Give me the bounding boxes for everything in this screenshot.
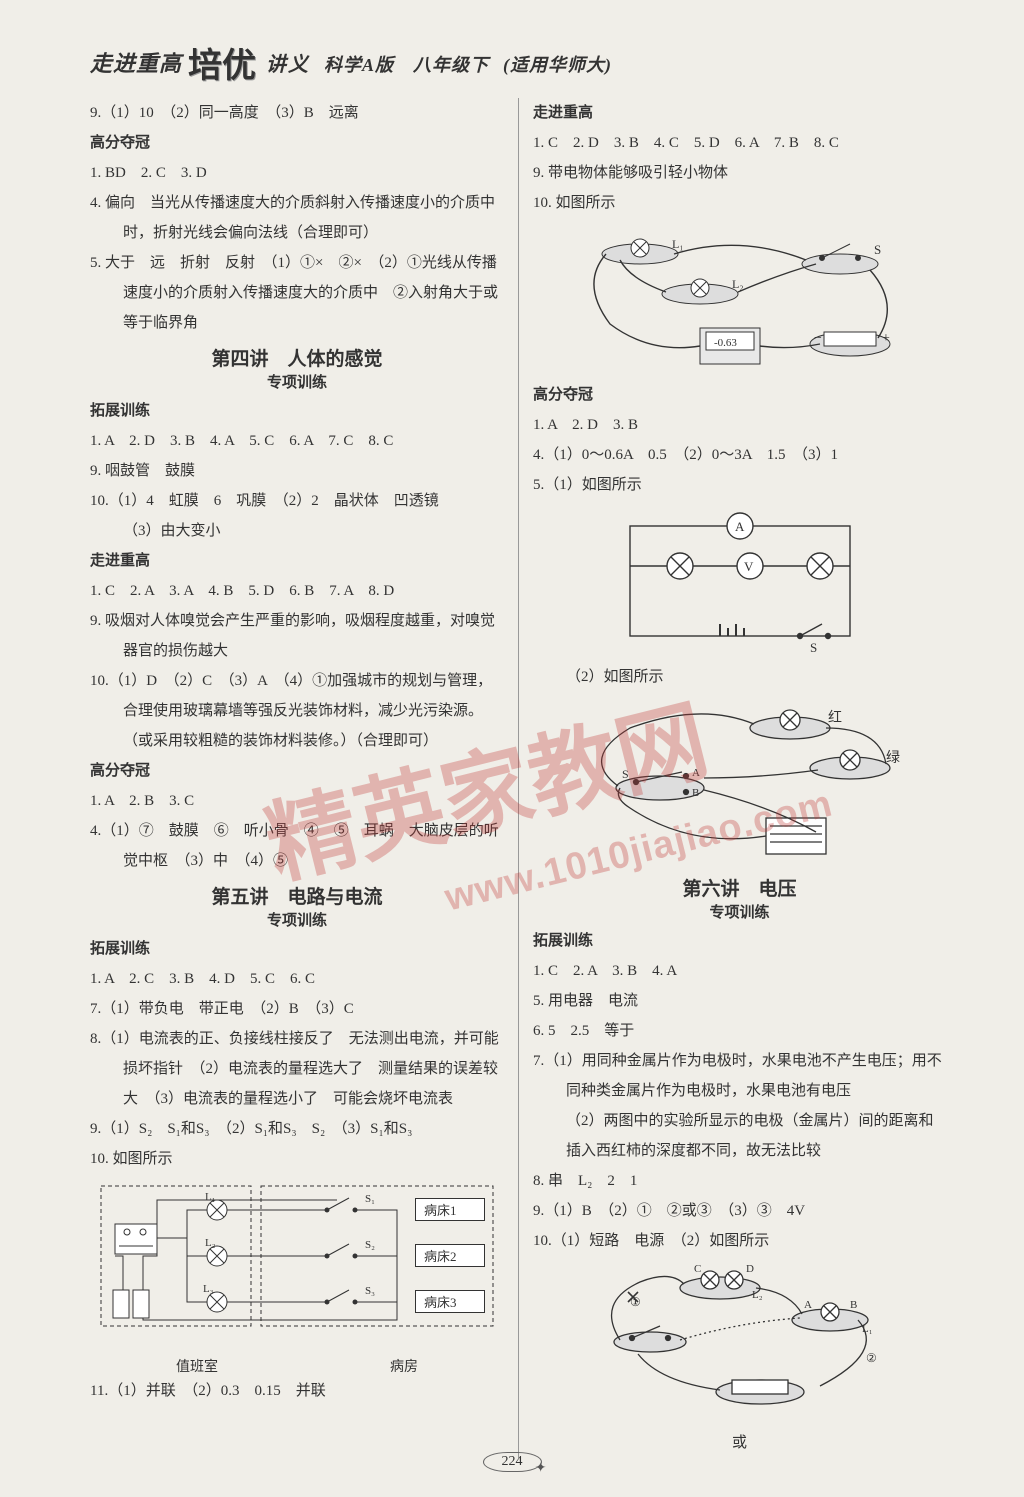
ans-9: 9.（1）10 （2）同一高度 （3）B 远离 [90,98,504,128]
lesson5-title: 第五讲 电路与电流 [90,882,504,909]
left-column: 9.（1）10 （2）同一高度 （3）B 远离 高分夺冠 1. BD 2. C … [90,98,518,1458]
l5-tz-10: 10. 如图所示 [90,1144,504,1174]
svg-text:S: S [810,640,817,655]
svg-text:V: V [744,559,754,574]
l5-tz-11: 11.（1）并联 （2）0.3 0.15 并联 [90,1376,504,1406]
svg-text:S₃: S₃ [365,1285,375,1297]
bed2-label: 病床2 [415,1244,485,1267]
l5-tz-8: 8.（1）电流表的正、负接线柱接反了 无法测出电流，并可能损坏指针 （2）电流表… [90,1024,504,1114]
r-zj-10: 10. 如图所示 [533,188,946,218]
l6-tz-10: 10.（1）短路 电源 （2）如图所示 [533,1226,946,1256]
l4-tz-10: 10.（1）4 虹膜 6 巩膜 （2）2 晶状体 凹透镜 [90,486,504,516]
bed3-label: 病床3 [415,1290,485,1313]
l6-tz-7: 7.（1）用同种金属片作为电极时，水果电池不产生电压；用不同种类金属片作为电极时… [533,1046,946,1106]
lesson4-sub: 专项训练 [90,371,504,392]
svg-text:L₂: L₂ [752,1289,763,1301]
r-gf-5-2: （2）如图所示 [533,662,946,692]
l5-tz-9: 9.（1）S₂ S₁和S₃ （2）S₁和S₃ S₂ （3）S₁和S₃ [90,1114,504,1144]
l4-zj-9: 9. 吸烟对人体嗅觉会产生严重的影响，吸烟程度越重，对嗅觉器官的损伤越大 [90,606,504,666]
l5-tz-1-6: 1. A 2. C 3. B 4. D 5. C 6. C [90,964,504,994]
svg-text:L₂: L₂ [205,1237,216,1249]
caption-right: 病房 [390,1356,418,1376]
svg-text:L₁: L₁ [672,237,684,251]
svg-text:L₁: L₁ [205,1191,216,1203]
gf1-1-3: 1. BD 2. C 3. D [90,158,504,188]
l4-zj-1-8: 1. C 2. A 3. A 4. B 5. D 6. B 7. A 8. D [90,576,504,606]
section-tuozhan-5: 拓展训练 [90,934,504,964]
hospital-circuit-diagram: L₁ L₂ L₃ S₁ S₂ S₃ 病床1 病床2 [97,1180,497,1350]
svg-text:S: S [874,242,881,257]
red-green-circuit-diagram: 红 绿 S A B [570,698,910,868]
r-gf-4: 4.（1）0～0.6A 0.5 （2）0～3A 1.5 （3）1 [533,440,946,470]
svg-text:S: S [622,767,629,781]
gf1-5: 5. 大于 远 折射 反射 （1）①× ②× （2）①光线从传播速度小的介质射入… [90,248,504,338]
section-tuozhan-6: 拓展训练 [533,926,946,956]
svg-text:B: B [850,1299,857,1311]
section-zoujin-5r: 走进重高 [533,98,946,128]
svg-text:-0.63: -0.63 [714,337,737,349]
svg-text:A: A [692,767,700,779]
header-mid: 科学A版 八年级下 [324,51,489,77]
svg-text:A: A [735,519,745,534]
l5-tz-7: 7.（1）带负电 带正电 （2）B （3）C [90,994,504,1024]
right-column: 走进重高 1. C 2. D 3. B 4. C 5. D 6. A 7. B … [518,98,946,1458]
l4-gf-1-3: 1. A 2. B 3. C [90,786,504,816]
lesson6-title: 第六讲 电压 [533,874,946,901]
lesson4-title: 第四讲 人体的感觉 [90,344,504,371]
r-gf-5-1: 5.（1）如图所示 [533,470,946,500]
svg-text:绿: 绿 [886,750,900,766]
l6-tz-5: 5. 用电器 电流 [533,986,946,1016]
l6-tz-7b: （2）两图中的实验所显示的电极（金属片）间的距离和插入西红柿的深度都不同，故无法… [533,1106,946,1166]
svg-text:D: D [746,1263,754,1275]
svg-text:①: ① [630,1295,641,1309]
r-zj-1-8: 1. C 2. D 3. B 4. C 5. D 6. A 7. B 8. C [533,128,946,158]
square-circuit-diagram: A V S [610,506,870,656]
l4-tz-10b: （3）由大变小 [90,516,504,546]
page-header: 走进重高 培优 讲义 科学A版 八年级下 (适用华师大) [90,44,946,78]
page-number: 224 [0,1452,1024,1472]
svg-text:A: A [804,1299,812,1311]
section-gaofen-4: 高分夺冠 [90,756,504,786]
r-zj-9: 9. 带电物体能够吸引轻小物体 [533,158,946,188]
section-zoujin-4: 走进重高 [90,546,504,576]
svg-text:B: B [692,787,699,799]
svg-text:L₃: L₃ [203,1283,214,1295]
r-gf-1-3: 1. A 2. D 3. B [533,410,946,440]
gf1-4: 4. 偏向 当光从传播速度大的介质斜射入传播速度小的介质中时，折射光线会偏向法线… [90,188,504,248]
header-left1: 走进重高 [90,46,182,78]
l6-tz-9: 9.（1）B （2）① ②或③ （3）③ 4V [533,1196,946,1226]
l4-tz-9: 9. 咽鼓管 鼓膜 [90,456,504,486]
l6-tz-1-4: 1. C 2. A 3. B 4. A [533,956,946,986]
header-tail: (适用华师大) [503,51,612,77]
section-gaofen-1: 高分夺冠 [90,128,504,158]
l4-gf-4: 4.（1）⑦ 鼓膜 ⑥ 听小骨 ④ ⑤ 耳蜗 大脑皮层的听觉中枢 （3）中 （4… [90,816,504,876]
svg-text:②: ② [866,1351,877,1365]
svg-text:C: C [694,1263,701,1275]
l6-tz-8: 8. 串 L₂ 2 1 [533,1166,946,1196]
page-number-badge: 224 [483,1452,542,1472]
svg-text:S₂: S₂ [365,1239,375,1251]
lesson5-sub: 专项训练 [90,909,504,930]
lesson6-sub: 专项训练 [533,901,946,922]
svg-text:S₁: S₁ [365,1193,375,1205]
bed1-label: 病床1 [415,1198,485,1221]
section-tuozhan-4: 拓展训练 [90,396,504,426]
l6-tz-6: 6. 5 2.5 等于 [533,1016,946,1046]
diagram-caption: 值班室 病房 [90,1356,504,1376]
caption-left: 值班室 [176,1356,218,1376]
header-left2: 讲义 [266,48,310,77]
svg-text:+: + [882,331,890,346]
svg-text:红: 红 [828,710,842,726]
header-fancy: 培优 [188,50,256,84]
circuit-ammeter-diagram: L₁ L₂ S -0.63 − + [570,224,910,374]
l4-tz-1-8: 1. A 2. D 3. B 4. A 5. C 6. A 7. C 8. C [90,426,504,456]
svg-text:L₂: L₂ [732,277,744,291]
section-gaofen-5r: 高分夺冠 [533,380,946,410]
last-circuit-diagram: C D L₂ A B L₁ ① [590,1262,890,1422]
l4-zj-10: 10.（1）D （2）C （3）A （4）①加强城市的规划与管理，合理使用玻璃幕… [90,666,504,756]
